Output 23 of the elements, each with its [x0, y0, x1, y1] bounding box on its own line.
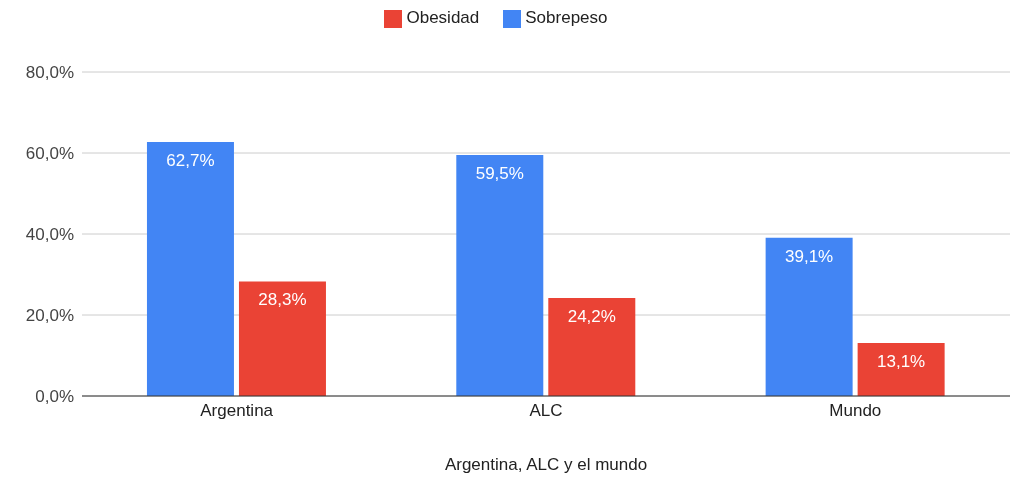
data-label: 13,1% [877, 351, 926, 371]
bar [548, 297, 636, 396]
y-tick-label: 40,0% [25, 225, 74, 245]
bar [238, 281, 326, 396]
x-tick-label: Mundo [829, 401, 882, 421]
data-label: 59,5% [475, 164, 524, 184]
data-label: 24,2% [567, 306, 616, 326]
x-tick-label: ALC [529, 401, 563, 421]
y-tick-label: 20,0% [25, 306, 74, 326]
bar [857, 342, 945, 396]
data-label: 39,1% [785, 246, 834, 266]
bar [146, 142, 234, 396]
y-tick-label: 0,0% [35, 387, 74, 407]
x-tick-label: Argentina [200, 401, 274, 421]
y-tick-label: 60,0% [25, 144, 74, 164]
data-label: 62,7% [166, 151, 215, 171]
legend-label: Obesidad [406, 8, 480, 27]
data-label: 28,3% [258, 290, 307, 310]
y-tick-label: 80,0% [25, 63, 74, 83]
bar [456, 155, 544, 396]
legend-label: Sobrepeso [525, 8, 608, 27]
bar [765, 237, 853, 396]
x-axis-title: Argentina, ALC y el mundo [444, 455, 648, 474]
